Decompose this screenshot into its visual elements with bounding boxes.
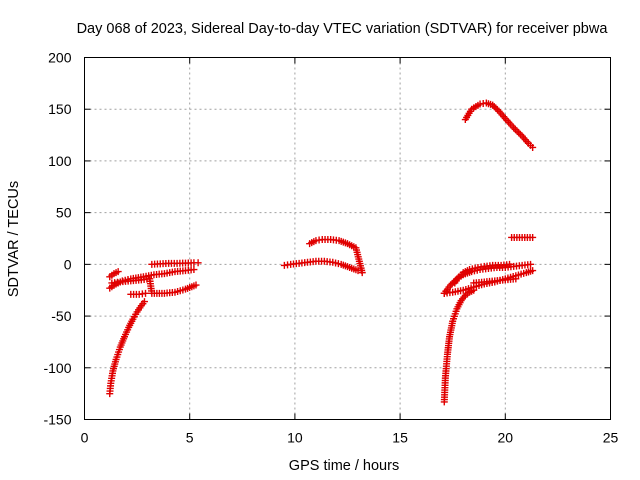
series-arc-h — [306, 236, 366, 277]
data-point — [114, 268, 122, 276]
y-tick-label: 200 — [48, 50, 72, 66]
series-arc-d — [127, 289, 150, 298]
data-point — [194, 259, 202, 267]
series-arc-i — [461, 99, 537, 151]
series-arc-e — [148, 259, 202, 268]
data-point — [358, 269, 366, 277]
series-arc-g — [280, 257, 362, 275]
data-point — [529, 233, 537, 241]
y-tick-label: -100 — [43, 360, 71, 376]
data-point — [190, 266, 198, 274]
plot-frame — [84, 57, 611, 420]
series-arc-f — [106, 298, 148, 398]
data-point — [515, 129, 523, 137]
ticks-layer: 0 5 10 15 20 25 -150 -100 -50 0 50 100 150 200 — [43, 50, 618, 446]
data-point — [516, 130, 524, 138]
y-tick-label: -150 — [43, 412, 71, 428]
data-point — [192, 281, 200, 289]
series-arc-a — [106, 268, 122, 281]
y-tick-label: 150 — [48, 101, 72, 117]
marks-layer — [106, 99, 537, 406]
data-point — [142, 289, 150, 297]
chart-title: Day 068 of 2023, Sidereal Day-to-day VTE… — [77, 21, 609, 37]
data-point — [506, 260, 514, 268]
series-arc-j — [508, 233, 537, 241]
y-tick-label: 100 — [48, 153, 72, 169]
data-point — [447, 281, 455, 289]
x-tick-label: 10 — [287, 430, 303, 446]
series-arc-c — [108, 275, 200, 297]
x-tick-label: 15 — [392, 430, 408, 446]
x-axis-label: GPS time / hours — [289, 458, 399, 474]
data-point — [513, 127, 521, 135]
x-tick-label: 5 — [186, 430, 194, 446]
data-point — [511, 125, 519, 133]
grid-layer — [84, 57, 611, 420]
y-tick-label: 50 — [56, 205, 72, 221]
data-point — [527, 260, 535, 268]
data-point — [529, 143, 537, 151]
data-point — [489, 101, 497, 109]
y-axis-label: SDTVAR / TECUs — [6, 181, 22, 297]
y-tick-label: 0 — [64, 256, 72, 272]
x-tick-label: 20 — [498, 430, 514, 446]
data-point — [512, 275, 520, 283]
data-point — [490, 103, 498, 111]
series-arc-o — [470, 275, 520, 287]
data-point — [140, 298, 148, 306]
x-tick-label: 25 — [603, 430, 619, 446]
series-arc-k — [440, 286, 478, 406]
series-arc-n — [451, 260, 514, 287]
data-point — [492, 104, 500, 112]
data-point — [529, 267, 537, 275]
x-tick-label: 0 — [81, 430, 89, 446]
y-tick-label: -50 — [51, 308, 71, 324]
data-point — [493, 106, 501, 114]
